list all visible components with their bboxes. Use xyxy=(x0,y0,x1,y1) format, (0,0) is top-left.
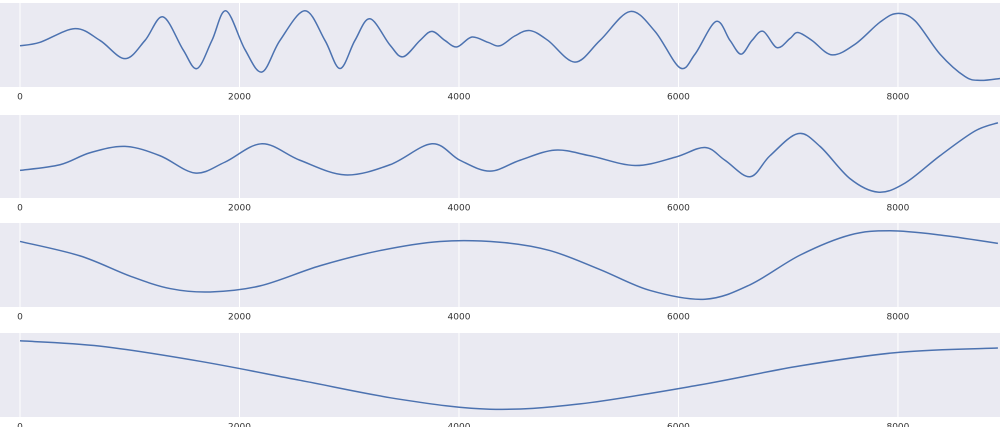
line xyxy=(19,230,999,301)
x-tick-label: 2000 xyxy=(228,313,251,323)
x-tick-label: 2000 xyxy=(228,204,251,214)
x-tick-label: 8000 xyxy=(886,423,909,427)
x-tick-label: 6000 xyxy=(667,93,690,103)
plot-background xyxy=(0,115,1000,198)
x-tick-label: 8000 xyxy=(886,313,909,323)
line xyxy=(19,340,998,411)
x-tick-label: 6000 xyxy=(667,313,690,323)
x-tick-label: 6000 xyxy=(667,423,690,427)
x-tick-label: 6000 xyxy=(667,204,690,214)
x-tick-label: 0 xyxy=(17,313,23,323)
x-tick-label: 4000 xyxy=(448,313,471,323)
x-tick-label: 0 xyxy=(17,423,23,427)
line xyxy=(19,10,1000,82)
x-tick-label: 0 xyxy=(17,93,23,103)
x-tick-label: 8000 xyxy=(886,204,909,214)
plot-background xyxy=(0,333,1000,417)
x-tick-label: 4000 xyxy=(448,93,471,103)
x-tick-label: 2000 xyxy=(228,423,251,427)
x-tick-label: 8000 xyxy=(886,93,909,103)
line xyxy=(19,122,999,193)
plot-background xyxy=(0,223,1000,307)
x-tick-label: 0 xyxy=(17,204,23,214)
x-tick-label: 4000 xyxy=(448,204,471,214)
x-tick-label: 4000 xyxy=(448,423,471,427)
x-tick-label: 2000 xyxy=(228,93,251,103)
